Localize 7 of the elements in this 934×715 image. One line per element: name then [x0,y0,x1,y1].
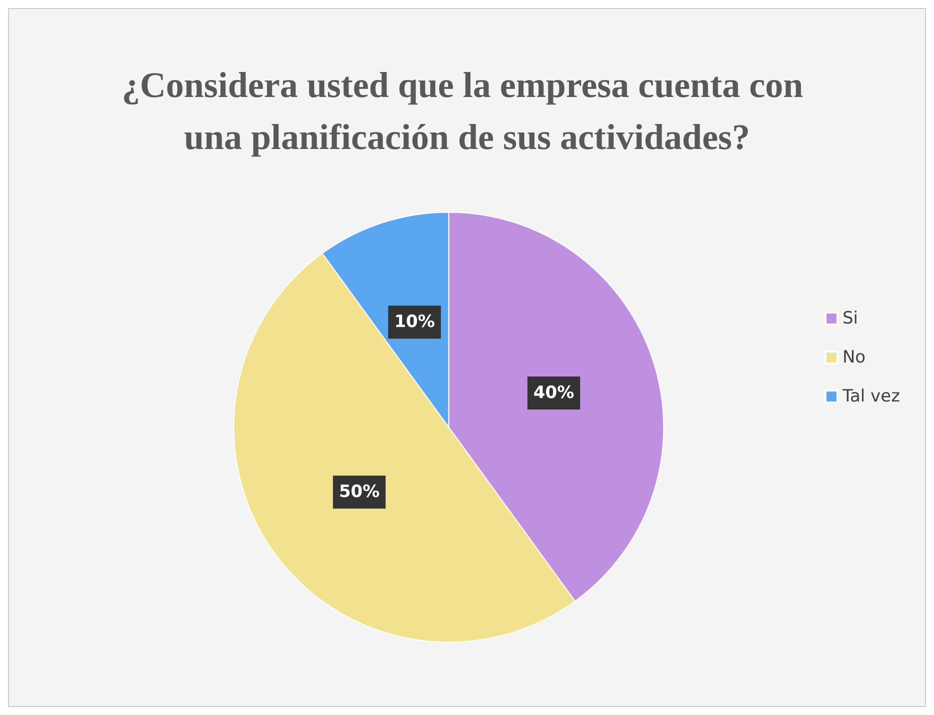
data-label: 10% [394,312,435,332]
chart-title: ¿Considera usted que la empresa cuenta con una planificación de sus actividades? [122,65,812,157]
legend-label: Tal vez [841,386,900,406]
legend-label: No [842,348,866,368]
data-label: 40% [533,383,574,404]
data-label: 50% [338,482,380,502]
legend-label: Si [842,308,858,328]
